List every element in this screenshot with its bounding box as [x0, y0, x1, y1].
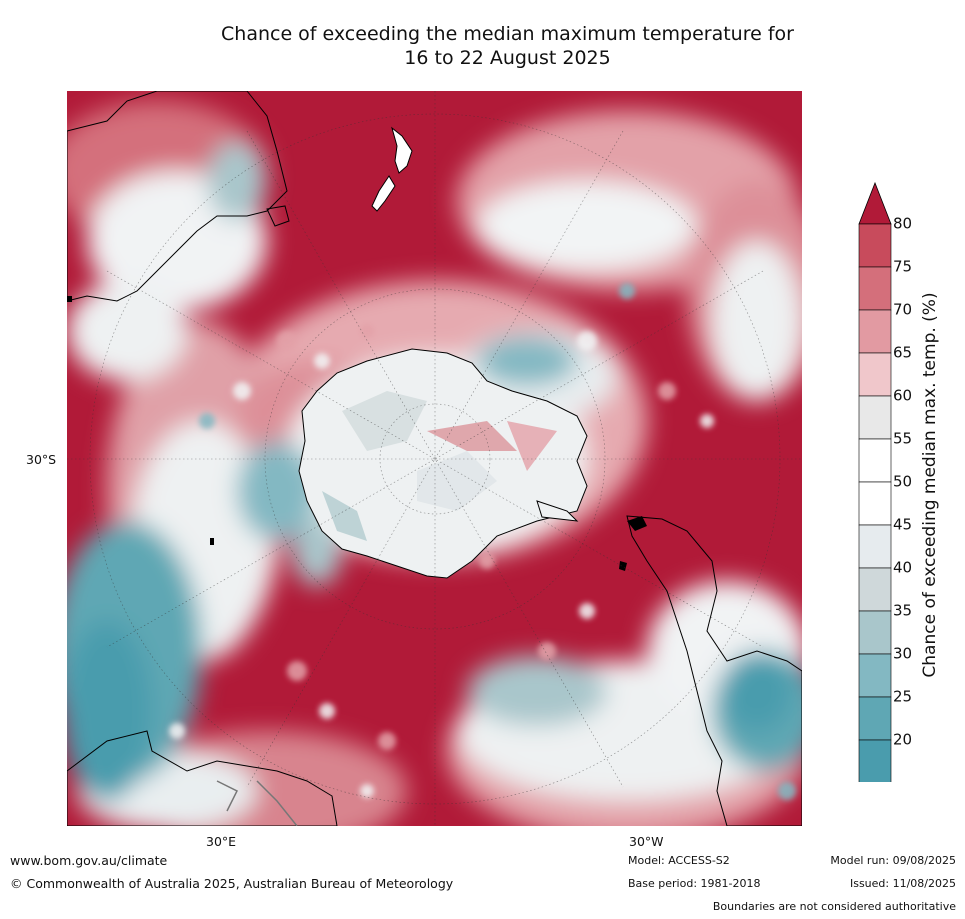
- colorbar-segment: [858, 395, 892, 440]
- colorbar-segment: [858, 266, 892, 311]
- falkland-islands: [619, 561, 627, 571]
- colorbar-segment: [858, 524, 892, 569]
- antarctica: [298, 348, 588, 579]
- colorbar-tick-label: 30: [893, 644, 913, 663]
- colorbar-label: Chance of exceeding median max. temp. (%…: [920, 292, 940, 678]
- colorbar-segment: [858, 567, 892, 612]
- colorbar-tick-label: 50: [893, 472, 913, 491]
- graticule: [67, 91, 802, 826]
- colorbar-tick-label: 55: [893, 429, 913, 448]
- latitude-label-30s: 30°S: [26, 452, 57, 467]
- antarctic-peninsula: [536, 500, 579, 522]
- longitude-label-30e: 30°E: [206, 834, 237, 849]
- colorbar-segment: [858, 223, 892, 268]
- colorbar-tick-label: 40: [893, 558, 913, 577]
- model-run-text: Model run: 09/08/2025: [830, 854, 956, 867]
- model-text: Model: ACCESS-S2: [628, 854, 730, 867]
- tasmania: [266, 205, 290, 227]
- colorbar-segment: [858, 309, 892, 354]
- madagascar-fragment: [67, 296, 72, 302]
- colorbar-segment: [858, 481, 892, 526]
- colorbar-tick-label: 75: [893, 257, 913, 276]
- colorbar-over-triangle: [858, 182, 892, 225]
- title-line-1: Chance of exceeding the median maximum t…: [221, 23, 794, 45]
- southern-africa-borders: [216, 780, 298, 826]
- probability-speckle: [169, 283, 796, 800]
- colorbar-tick-label: 45: [893, 515, 913, 534]
- colorbar-segment: [858, 696, 892, 741]
- title-line-2: 16 to 22 August 2025: [404, 47, 611, 69]
- south-polar-map: [67, 91, 802, 826]
- copyright-text: © Commonwealth of Australia 2025, Austra…: [10, 876, 454, 891]
- base-period-text: Base period: 1981-2018: [628, 877, 761, 890]
- colorbar-segment: [858, 739, 892, 782]
- website-link[interactable]: www.bom.gov.au/climate: [10, 853, 168, 868]
- australia-landmass: [67, 91, 288, 302]
- colorbar-tick-label: 80: [893, 214, 913, 233]
- disclaimer-text: Boundaries are not considered authoritat…: [712, 900, 956, 913]
- colorbar-tick-label: 70: [893, 300, 913, 319]
- colorbar-tick-label: 25: [893, 687, 913, 706]
- colorbar-tick-label: 65: [893, 343, 913, 362]
- new-zealand: [371, 126, 413, 212]
- colorbar-tick-label: 35: [893, 601, 913, 620]
- south-america: [626, 515, 802, 826]
- issued-text: Issued: 11/08/2025: [849, 877, 956, 890]
- colorbar-tick-label: 60: [893, 386, 913, 405]
- colorbar-segment: [858, 610, 892, 655]
- colorbar-tick-label: 20: [893, 730, 913, 749]
- tierra-del-fuego: [627, 516, 647, 531]
- colorbar: [858, 182, 892, 782]
- colorbar-segment: [858, 438, 892, 483]
- kerguelen-island: [210, 538, 214, 545]
- southern-africa: [67, 730, 338, 826]
- colorbar-segment: [858, 653, 892, 698]
- longitude-label-30w: 30°W: [629, 834, 664, 849]
- map-title: Chance of exceeding the median maximum t…: [0, 22, 965, 70]
- colorbar-segment: [858, 352, 892, 397]
